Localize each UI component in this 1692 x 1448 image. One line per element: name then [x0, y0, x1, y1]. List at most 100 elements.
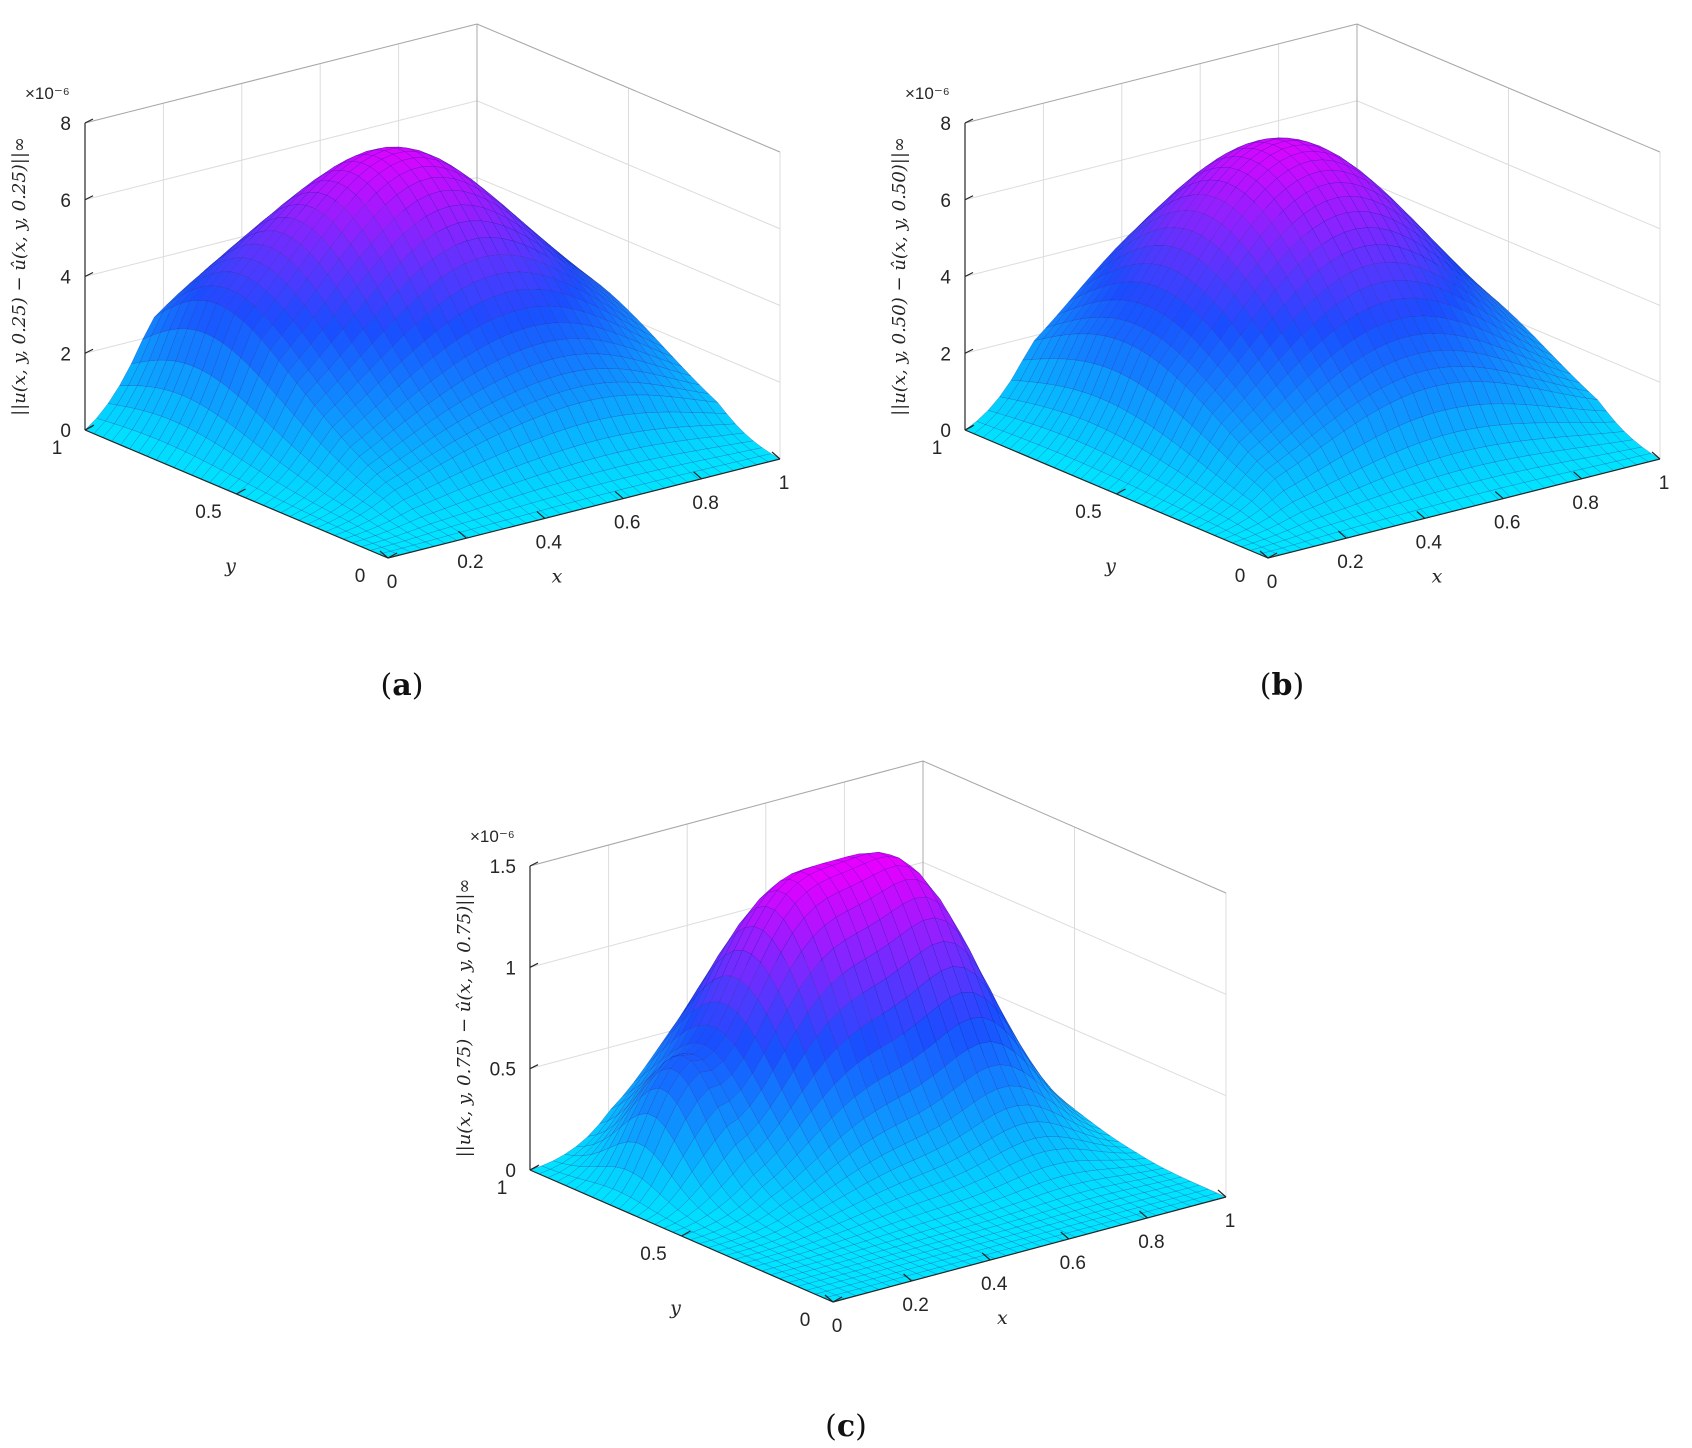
x-tick-label: 0.2 [902, 1295, 928, 1316]
x-axis-label: x [997, 1307, 1008, 1329]
y-tick-label: 0 [1235, 566, 1246, 587]
box-edge [529, 760, 1227, 894]
y-tick-mark [236, 488, 246, 495]
z-tick-label: 6 [60, 191, 71, 212]
x-tick-label: 0.4 [981, 1274, 1008, 1295]
z-tick-label: 4 [940, 268, 951, 289]
surface-mesh [529, 851, 1227, 1303]
z-tick-mark [964, 348, 974, 354]
y-axis-label: y [669, 1297, 681, 1319]
caption-open: ( [381, 668, 393, 703]
z-scale-multiplier: ×10⁻⁶ [470, 827, 515, 846]
caption-open: ( [1260, 668, 1272, 703]
caption-close: ) [412, 668, 424, 703]
z-tick-label: 2 [940, 344, 951, 365]
x-tick-label: 1 [779, 473, 790, 494]
z-tick-label: 0 [60, 421, 71, 442]
z-tick-mark [964, 271, 974, 278]
x-tick-mark [1338, 530, 1347, 539]
panel-caption: (c) [825, 1409, 867, 1444]
y-tick-label: 0 [800, 1310, 811, 1331]
z-axis-label: ||u(x, y, 0.25) − û(x, y, 0.25)||∞ [9, 137, 30, 416]
x-axis-line [1267, 458, 1661, 559]
x-tick-mark [614, 491, 624, 500]
x-tick-label: 0 [387, 572, 398, 593]
x-tick-label: 0 [1267, 572, 1278, 593]
box-edge [964, 23, 1661, 153]
z-tick-label: 8 [60, 114, 71, 135]
z-tick-label: 8 [940, 114, 951, 135]
y-tick-mark [1267, 552, 1278, 559]
x-tick-mark [1651, 451, 1661, 460]
z-scale-multiplier: ×10⁻⁶ [905, 84, 950, 103]
caption-open: ( [825, 1409, 837, 1444]
z-tick-mark [964, 425, 974, 431]
x-tick-mark [1573, 471, 1582, 480]
x-tick-mark [1494, 491, 1504, 500]
caption-letter: b [1272, 668, 1293, 703]
z-tick-mark [84, 425, 94, 431]
z-tick-label: 2 [60, 344, 71, 365]
surface-mesh [964, 137, 1661, 559]
z-tick-mark [964, 195, 974, 201]
x-axis-line [387, 458, 781, 559]
panel-caption: (b) [1260, 668, 1304, 703]
x-tick-label: 0 [832, 1316, 843, 1337]
y-tick-label: 1 [932, 438, 943, 459]
x-tick-mark [1259, 550, 1269, 559]
gridline-z [84, 23, 781, 153]
box-edge [84, 23, 781, 153]
x-tick-mark [1416, 510, 1426, 519]
x-tick-mark [379, 550, 389, 559]
z-tick-mark [84, 195, 94, 201]
z-tick-label: 0.5 [490, 1060, 516, 1081]
y-tick-label: 0 [355, 566, 366, 587]
y-tick-label: 0.5 [195, 502, 221, 523]
z-tick-label: 1.5 [490, 857, 516, 878]
x-tick-mark [771, 451, 781, 460]
z-tick-mark [84, 118, 94, 124]
z-tick-mark [84, 348, 94, 354]
surface-mesh [84, 146, 781, 559]
x-tick-label: 0.2 [1337, 552, 1363, 573]
y-tick-label: 1 [52, 438, 63, 459]
x-axis-label: x [552, 565, 563, 587]
z-tick-label: 1 [505, 958, 516, 979]
y-tick-label: 0.5 [1075, 502, 1101, 523]
panel-caption: (a) [381, 668, 424, 703]
y-tick-label: 0.5 [640, 1244, 666, 1265]
x-tick-label: 0.8 [692, 493, 718, 514]
x-tick-label: 0.8 [1138, 1232, 1164, 1253]
x-tick-label: 0.6 [614, 513, 640, 534]
caption-close: ) [855, 1409, 867, 1444]
x-tick-mark [536, 510, 546, 519]
z-tick-mark [964, 118, 974, 124]
x-tick-label: 1 [1659, 473, 1670, 494]
z-tick-mark [84, 271, 94, 278]
y-tick-mark [387, 552, 398, 559]
x-axis-label: x [1432, 565, 1443, 587]
z-axis-label: ||u(x, y, 0.75) − û(x, y, 0.75)||∞ [454, 879, 475, 1158]
caption-letter: a [392, 668, 411, 703]
caption-close: ) [1292, 668, 1304, 703]
y-tick-mark [1116, 488, 1126, 495]
x-tick-label: 0.2 [457, 552, 483, 573]
x-tick-label: 0.4 [1416, 532, 1443, 553]
z-scale-multiplier: ×10⁻⁶ [25, 84, 70, 103]
x-tick-label: 0.6 [1494, 513, 1520, 534]
z-axis-label: ||u(x, y, 0.50) − û(x, y, 0.50)||∞ [889, 137, 910, 416]
x-tick-label: 0.4 [536, 532, 563, 553]
x-tick-label: 1 [1225, 1211, 1236, 1232]
z-tick-label: 0 [940, 421, 951, 442]
y-axis-label: y [224, 555, 236, 577]
z-tick-label: 4 [60, 268, 71, 289]
x-tick-label: 0.6 [1060, 1253, 1086, 1274]
caption-letter: c [837, 1409, 855, 1444]
z-tick-label: 6 [940, 191, 951, 212]
